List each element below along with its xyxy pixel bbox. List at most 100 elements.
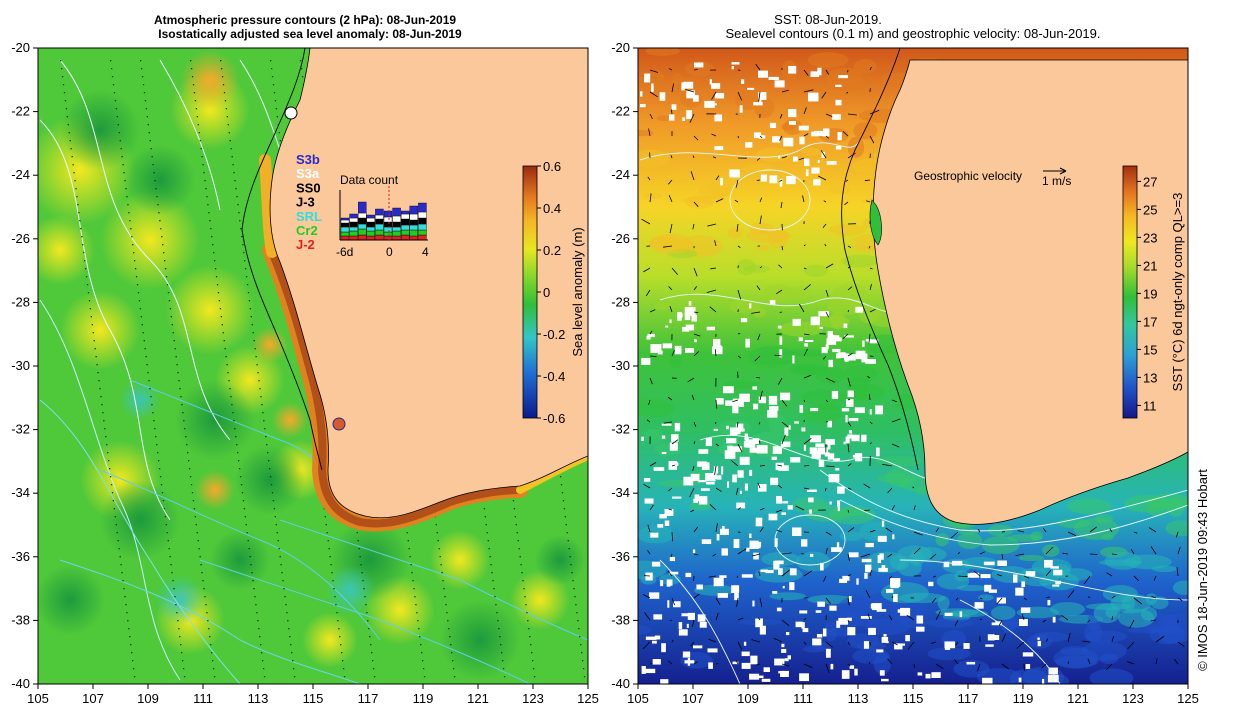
cloud-pixel	[788, 109, 797, 118]
velocity-arrow	[649, 330, 653, 335]
cloud-pixel	[641, 357, 651, 365]
track-dot	[248, 548, 250, 550]
cloud-pixel	[690, 473, 700, 482]
velocity-arrow	[825, 531, 832, 536]
cloud-pixel	[864, 564, 872, 573]
track-dot	[194, 100, 197, 102]
track-dot	[122, 580, 124, 582]
cloud-pixel	[792, 355, 795, 364]
data-count-bar-segment	[375, 214, 384, 220]
x-tick-label: 113	[848, 691, 869, 706]
track-dot	[364, 596, 366, 598]
sst-patch	[953, 660, 990, 678]
track-dot	[287, 620, 289, 622]
velocity-arrow	[1174, 658, 1179, 665]
track-dot	[531, 652, 533, 654]
velocity-scale-legend: Geostrophic velocity 1 m/s	[914, 167, 1071, 188]
cloud-pixel	[644, 73, 651, 83]
track-dot	[276, 116, 279, 118]
data-count-bar-segment	[392, 235, 401, 241]
velocity-arrow	[715, 523, 718, 533]
track-dot	[290, 644, 292, 646]
track-dot	[271, 76, 274, 78]
cloud-pixel	[805, 169, 809, 177]
velocity-arrow	[1177, 641, 1185, 647]
track-dot	[165, 276, 168, 278]
cloud-pixel	[768, 395, 778, 405]
velocity-arrow	[1130, 548, 1135, 555]
track-dot	[219, 308, 222, 310]
cloud-pixel	[863, 641, 870, 649]
sst-patch	[781, 123, 796, 131]
track-dot	[155, 436, 157, 438]
velocity-arrow	[869, 355, 874, 357]
velocity-arrow	[824, 243, 827, 247]
track-dot	[282, 580, 284, 582]
cloud-pixel	[731, 62, 740, 65]
track-dot	[280, 564, 282, 566]
cloud-pixel	[817, 601, 825, 607]
velocity-arrow	[1148, 527, 1157, 533]
track-dot	[89, 308, 92, 310]
cloud-pixel	[681, 613, 690, 617]
track-dot	[168, 300, 171, 302]
cloud-mask	[640, 62, 1063, 684]
velocity-arrow	[906, 614, 915, 621]
track-dot	[518, 548, 520, 550]
track-dot	[361, 572, 363, 574]
velocity-arrow	[869, 135, 875, 144]
cloud-pixel	[982, 677, 993, 684]
velocity-arrow	[736, 597, 739, 607]
cloud-pixel	[657, 523, 664, 528]
track-dot	[277, 540, 279, 542]
track-dot	[117, 124, 119, 126]
data-count-bar-segment	[375, 218, 384, 225]
velocity-arrow	[707, 223, 717, 227]
cloud-pixel	[640, 103, 646, 108]
track-dot	[301, 76, 304, 78]
y-tick-label: -26	[611, 231, 630, 246]
velocity-arrow	[1001, 633, 1007, 643]
velocity-arrow	[709, 504, 717, 511]
sst-patch	[748, 346, 795, 368]
track-dot	[254, 348, 256, 350]
velocity-arrow	[1111, 553, 1118, 555]
cloud-pixel	[855, 306, 863, 313]
cloud-pixel	[682, 651, 691, 658]
sla-colorbar-ticks: 0.60.40.20-0.2-0.4-0.6	[537, 159, 565, 426]
track-dot	[77, 204, 79, 206]
track-dot	[221, 324, 223, 326]
geostrophic-velocity-arrows	[641, 63, 1185, 674]
track-dot	[130, 228, 132, 230]
satellite-legend-item: Cr2	[296, 223, 318, 238]
track-dot	[255, 356, 257, 358]
cloud-pixel	[997, 560, 1007, 566]
cloud-pixel	[720, 528, 729, 535]
cloud-pixel	[843, 323, 848, 329]
sst-patch	[853, 59, 877, 74]
track-dot	[498, 628, 500, 630]
velocity-arrow	[737, 548, 747, 555]
y-tick-label: -40	[11, 676, 30, 691]
velocity-arrow	[692, 465, 695, 471]
cloud-pixel	[651, 561, 661, 567]
velocity-arrow	[842, 333, 849, 339]
velocity-arrow	[642, 641, 651, 650]
cloud-pixel	[811, 167, 820, 174]
data-count-bar-segment	[383, 210, 393, 218]
track-dot	[533, 676, 536, 678]
left-x-axis: 105 107 109 111 113 115 117 119 121 123 125	[27, 684, 599, 706]
velocity-arrow	[847, 443, 850, 453]
sst-patch	[1167, 497, 1185, 517]
data-count-bar-segment	[349, 230, 358, 237]
track-dot	[99, 388, 101, 390]
velocity-arrow	[1062, 552, 1069, 555]
track-dot	[182, 668, 185, 670]
track-dot	[373, 676, 376, 678]
velocity-arrow	[803, 465, 809, 467]
velocity-arrow	[977, 663, 981, 672]
x-tick-label: 125	[577, 691, 599, 706]
velocity-arrow	[734, 199, 739, 203]
track-dot	[173, 588, 175, 590]
x-tick-label: 125	[1177, 691, 1199, 706]
